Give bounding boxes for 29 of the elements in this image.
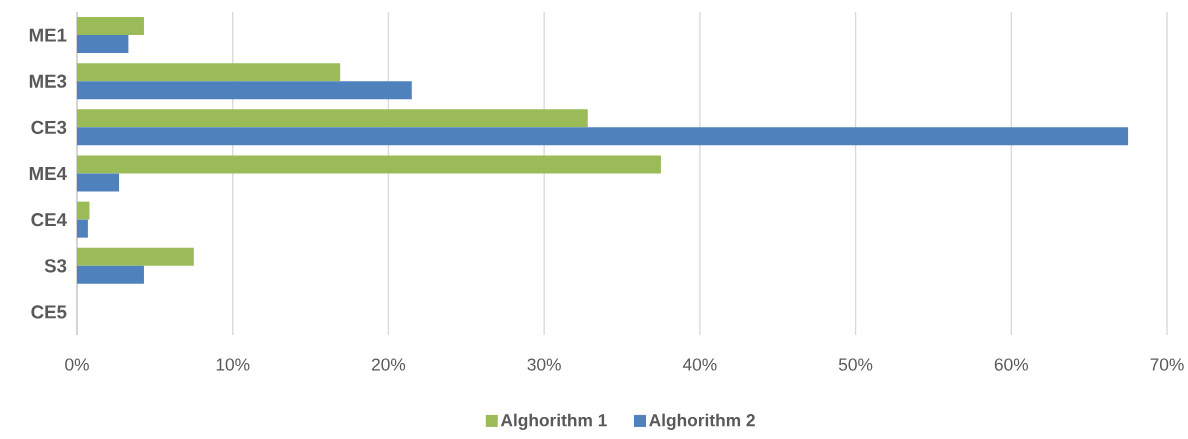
y-tick-label: CE3	[31, 120, 67, 134]
x-tick-label: 70%	[1150, 358, 1184, 371]
y-tick-label: S3	[44, 259, 67, 273]
y-tick-label: CE4	[31, 213, 67, 227]
x-tick-label: 20%	[371, 358, 406, 371]
bar	[77, 109, 588, 128]
bar	[77, 17, 144, 36]
x-tick-label: 0%	[65, 358, 89, 371]
bar	[77, 155, 661, 174]
bar	[77, 63, 341, 82]
legend-label: Alghorithm 1	[500, 413, 607, 430]
x-tick-label: 10%	[216, 358, 250, 371]
y-tick-label: ME4	[29, 167, 67, 180]
bar	[77, 219, 88, 238]
x-tick-label: 50%	[838, 358, 873, 371]
legend-label: Alghorithm 2	[649, 413, 755, 430]
bar	[77, 265, 144, 284]
y-tick-label: CE5	[31, 305, 67, 319]
bar	[77, 127, 1129, 146]
y-tick-label: ME3	[29, 74, 67, 88]
x-tick-label: 40%	[682, 358, 717, 371]
bar	[77, 35, 129, 54]
bar	[77, 81, 412, 100]
bar	[77, 201, 90, 220]
bar	[77, 173, 120, 192]
y-tick-label: ME1	[29, 28, 67, 42]
x-tick-label: 30%	[527, 358, 561, 371]
x-tick-label: 60%	[994, 358, 1029, 371]
bar	[77, 247, 194, 266]
